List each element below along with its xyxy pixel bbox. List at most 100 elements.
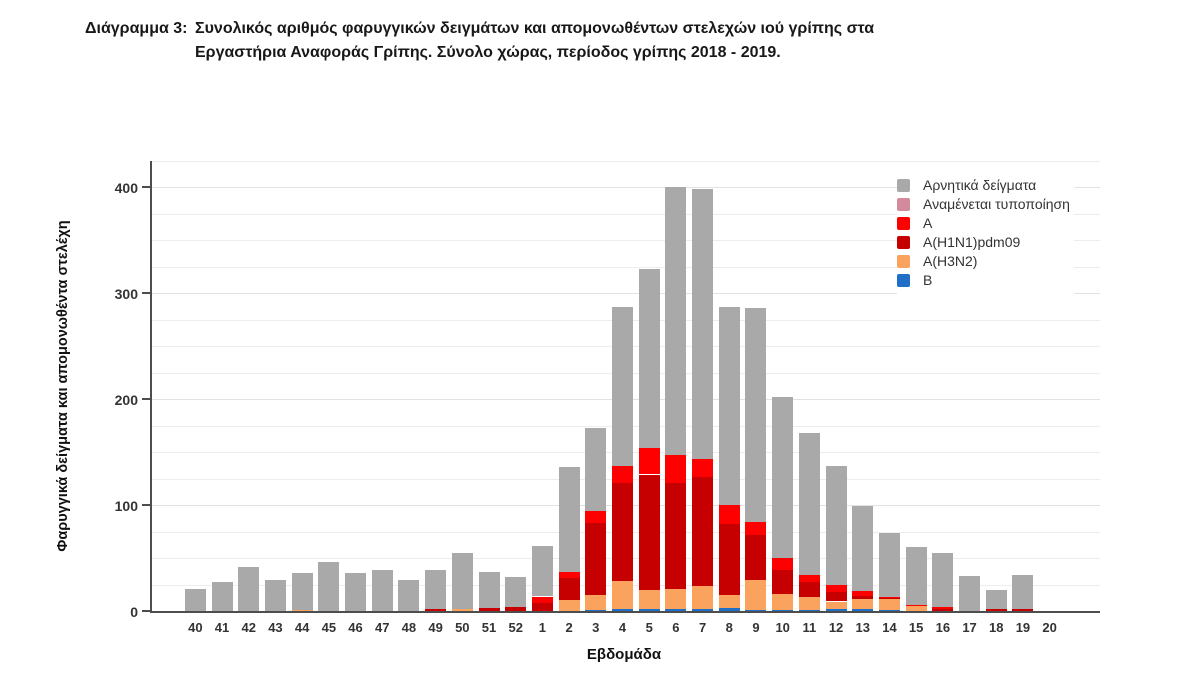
bar-segment-B-week-3 — [585, 609, 607, 611]
x-tick-label-week-3: 3 — [592, 620, 600, 635]
x-tick-label-week-13: 13 — [855, 620, 870, 635]
x-tick-label-week-18: 18 — [989, 620, 1004, 635]
bar-segment---week-45 — [318, 562, 340, 611]
chart-title-text: Συνολικός αριθμός φαρυγγικών δειγμάτων κ… — [195, 17, 935, 65]
bar-week-16 — [932, 161, 954, 611]
bar-segment---week-1 — [531, 546, 553, 596]
bar-segment---week-44 — [291, 573, 313, 610]
bar-segment---week-6 — [665, 187, 687, 455]
x-tick-label-week-46: 46 — [348, 620, 363, 635]
x-tick-label-week-11: 11 — [802, 620, 817, 635]
bar-segment---week-7 — [692, 189, 714, 459]
gridline-minor-375 — [152, 213, 1100, 215]
bar-segment-A-H3N2--week-9 — [745, 580, 767, 610]
gridline-minor-350 — [152, 240, 1100, 242]
bar-segment-A-H3N2--week-3 — [585, 595, 607, 610]
legend-swatch-icon — [897, 198, 910, 211]
x-tick-label-week-42: 42 — [241, 620, 256, 635]
bar-segment---week-11 — [798, 433, 820, 575]
bar-week-1 — [531, 161, 553, 611]
bar-segment---week-16 — [932, 553, 954, 607]
bar-segment---week-5 — [638, 269, 660, 448]
legend-item-A(H1N1)pdm09: A(H1N1)pdm09 — [897, 233, 1070, 252]
bar-week-52 — [505, 161, 527, 611]
bar-week-45 — [318, 161, 340, 611]
bar-segment-B-week-8 — [718, 608, 740, 611]
bar-segment---week-46 — [345, 573, 367, 611]
legend-swatch-icon — [897, 179, 910, 192]
bar-segment-A-H3N2--week-5 — [638, 590, 660, 609]
x-tick-label-week-20: 20 — [1042, 620, 1057, 635]
bar-week-19 — [1012, 161, 1034, 611]
legend-item-Αναμένεται-τυποποίηση: Αναμένεται τυποποίηση — [897, 195, 1070, 214]
bar-segment---week-52 — [505, 577, 527, 607]
bar-segment---week-9 — [745, 308, 767, 522]
bar-week-10 — [772, 161, 794, 611]
bar-week-8 — [718, 161, 740, 611]
bar-segment-A-H3N2--week-14 — [878, 599, 900, 610]
bar-week-7 — [692, 161, 714, 611]
bar-segment---week-40 — [184, 589, 206, 611]
bar-segment-A-H1N1-pdm09-week-9 — [745, 534, 767, 580]
bar-segment---week-48 — [398, 580, 420, 611]
bar-week-3 — [585, 161, 607, 611]
legend-swatch-icon — [897, 236, 910, 249]
legend-label: A — [923, 215, 933, 231]
chart-title: Διάγραμμα 3: Συνολικός αριθμός φαρυγγικώ… — [85, 17, 935, 65]
bar-segment-A-week-2 — [558, 572, 580, 578]
x-tick-label-week-45: 45 — [321, 620, 337, 635]
bar-segment-A-week-6 — [665, 455, 687, 483]
y-tick-mark-200 — [142, 398, 150, 401]
bar-segment---week-42 — [238, 567, 260, 611]
bar-segment-A-H1N1-pdm09-week-2 — [558, 578, 580, 600]
bar-segment---week-51 — [478, 572, 500, 608]
x-tick-label-week-48: 48 — [401, 620, 417, 635]
bar-segment-A-week-13 — [852, 591, 874, 596]
bar-segment---week-10 — [772, 397, 794, 558]
legend-swatch-icon — [897, 217, 910, 230]
bar-segment-A-week-7 — [692, 459, 714, 477]
bar-segment-A-week-15 — [905, 604, 927, 606]
x-axis-title: Εβδομάδα — [586, 646, 662, 663]
bar-week-17 — [959, 161, 981, 611]
x-tick-label-week-16: 16 — [935, 620, 951, 635]
bar-week-11 — [798, 161, 820, 611]
y-axis-title: Φαρυγγικά δείγματα και απομονωθέντα στελ… — [55, 220, 71, 552]
bar-segment---week-18 — [985, 590, 1007, 609]
bar-segment---week-2 — [558, 467, 580, 572]
legend-label: Αναμένεται τυποποίηση — [923, 196, 1070, 212]
x-tick-label-week-41: 41 — [214, 620, 230, 635]
y-tick-mark-400 — [142, 186, 150, 189]
y-tick-label-200: 200 — [114, 392, 138, 409]
bar-segment-A-week-3 — [585, 511, 607, 523]
bar-segment-A-week-9 — [745, 522, 767, 535]
bar-segment-A-week-8 — [718, 505, 740, 524]
x-tick-label-week-1: 1 — [538, 620, 546, 635]
x-tick-label-week-17: 17 — [962, 620, 977, 635]
bar-week-48 — [398, 161, 420, 611]
bar-week-18 — [985, 161, 1007, 611]
legend-label: A(H3N2) — [923, 253, 978, 269]
bar-segment---week-15 — [905, 547, 927, 605]
x-tick-label-week-40: 40 — [188, 620, 203, 635]
bar-segment---week-19 — [1012, 575, 1034, 609]
bar-week-49 — [425, 161, 447, 611]
bar-week-43 — [264, 161, 286, 611]
bar-week-42 — [238, 161, 260, 611]
legend-label: B — [923, 272, 933, 288]
bar-segment-A-week-10 — [772, 558, 794, 570]
x-tick-label-week-2: 2 — [565, 620, 573, 635]
legend-swatch-icon — [897, 255, 910, 268]
x-tick-label-week-52: 52 — [508, 620, 523, 635]
bar-segment-A-H1N1-pdm09-week-5 — [638, 475, 660, 590]
bar-week-50 — [451, 161, 473, 611]
bar-segment-A-week-14 — [878, 596, 900, 598]
bar-segment-A-H1N1-pdm09-week-16 — [932, 609, 954, 611]
bar-segment-A-H3N2--week-13 — [852, 599, 874, 609]
bar-segment-A-H3N2--week-2 — [558, 600, 580, 611]
bar-segment-A-week-16 — [932, 607, 954, 609]
bar-segment-A-H1N1-pdm09-week-3 — [585, 523, 607, 595]
bar-segment-A-H3N2--week-7 — [692, 586, 714, 609]
bar-segment-A-week-4 — [612, 466, 633, 483]
